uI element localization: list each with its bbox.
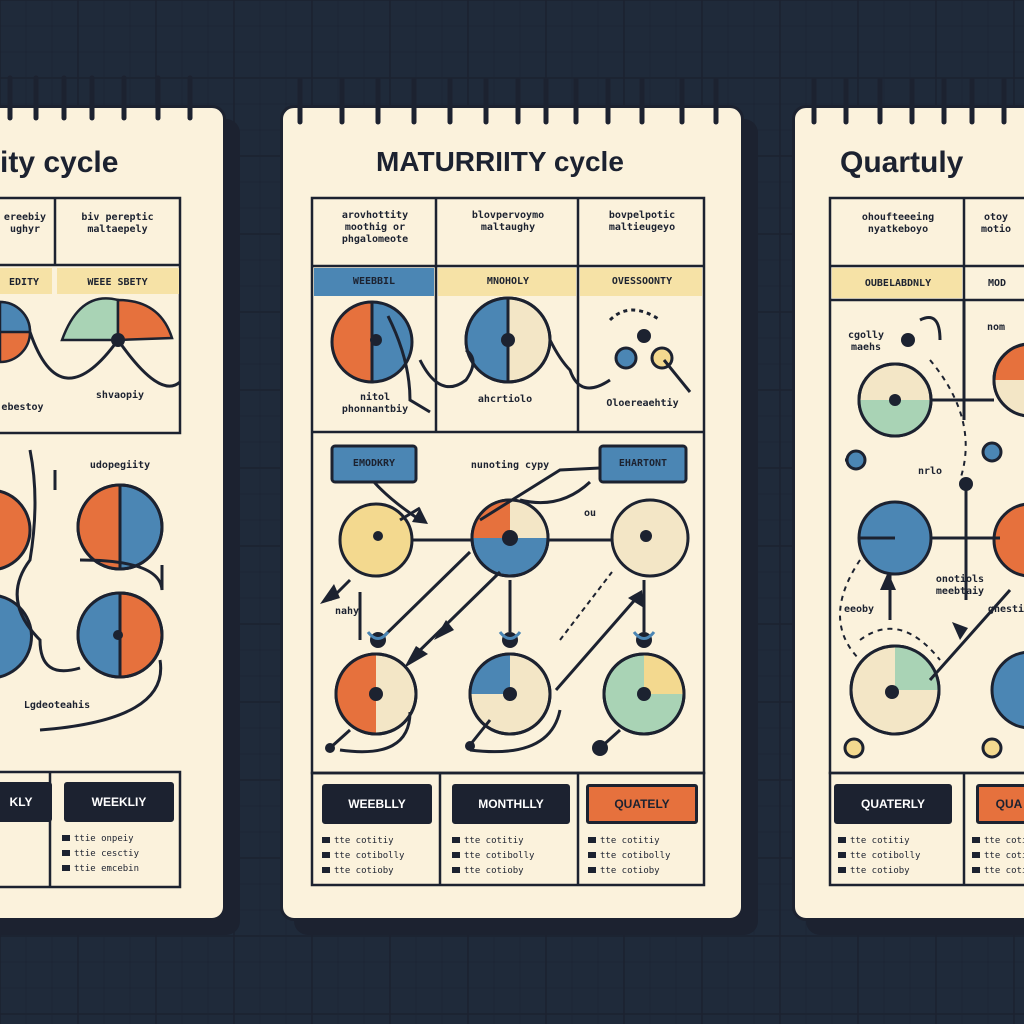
- left-label-left: ebestoy: [1, 402, 44, 413]
- center-tag-over: OVESSOONTY: [611, 276, 673, 287]
- right-tag-col2: MOD: [987, 278, 1007, 289]
- center-row2-tag-left[interactable]: EMODKRY: [352, 458, 396, 469]
- left-tag-col1: EDITY: [8, 277, 40, 288]
- list-item: tte cotibolly: [588, 849, 670, 864]
- center-label-nahy: nahy: [334, 606, 360, 617]
- right-list-col1: tte cotitiy tte cotibolly tte cotioby: [838, 834, 920, 879]
- list-item: tte cotitiy: [838, 834, 920, 849]
- list-item: tte cotitiy: [322, 834, 404, 849]
- left-kly-button[interactable]: KLY: [0, 782, 52, 822]
- list-item: tte cotioby: [588, 864, 670, 879]
- monthly-button[interactable]: MONTHLLY: [452, 784, 570, 824]
- center-label-b: ahcrtiolo: [477, 394, 533, 405]
- center-list-col1: tte cotitiy tte cotibolly tte cotioby: [322, 834, 404, 879]
- center-label-ou: ou: [583, 508, 597, 519]
- left-list: ttie onpeiy ttie cesctiy ttie emcebin: [62, 832, 139, 877]
- weekly-button[interactable]: WEEBLLY: [322, 784, 432, 824]
- right-label-d: onotiols meebtaiy: [935, 574, 985, 597]
- left-label-row2: udopegiity: [89, 460, 151, 471]
- center-list-col3: tte cotitiy tte cotibolly tte cotioby: [588, 834, 670, 879]
- right-header-col2: otoy motio: [980, 212, 1012, 235]
- right-header-col1: ohoufteeeing nyatkeboyo: [861, 212, 935, 235]
- left-tag-col2: WEEE SBETY: [87, 277, 148, 288]
- center-row2-tag-right[interactable]: EHARTONT: [618, 458, 668, 469]
- list-item: ttie onpeiy: [62, 832, 139, 847]
- quarterly-button[interactable]: QUATELY: [586, 784, 698, 824]
- left-label-mid: shvaopiy: [95, 390, 145, 401]
- center-label-a: nitol phonnantbiy: [341, 392, 409, 415]
- right-list-col2: tte cotitiy tte cotibolly tte cotioby: [972, 834, 1024, 879]
- right-label-b: nom: [986, 322, 1006, 333]
- center-tag-weekly: WEEBBIL: [352, 276, 396, 287]
- list-item: tte cotibolly: [972, 849, 1024, 864]
- list-item: ttie emcebin: [62, 862, 139, 877]
- right-quarterly-button[interactable]: QUATERLY: [834, 784, 952, 824]
- list-item: tte cotioby: [452, 864, 534, 879]
- right-label-a: cgolly maehs: [847, 330, 885, 353]
- right-label-c: nrlo: [917, 466, 943, 477]
- center-label-c: Oloereaehtiy: [606, 398, 679, 409]
- list-item: tte cotitiy: [452, 834, 534, 849]
- list-item: ttie cesctiy: [62, 847, 139, 862]
- center-tag-monthly: MNOHOLY: [486, 276, 530, 287]
- right-label-e: eeoby: [843, 604, 875, 615]
- list-item: tte cotibolly: [322, 849, 404, 864]
- list-item: tte cotioby: [838, 864, 920, 879]
- right-tag-col1: OUBELABDNLY: [864, 278, 932, 289]
- center-header-col1: arovhottity moothig or phgalomeote: [341, 210, 409, 245]
- center-list-col2: tte cotitiy tte cotibolly tte cotioby: [452, 834, 534, 879]
- list-item: tte cotioby: [972, 864, 1024, 879]
- list-item: tte cotibolly: [838, 849, 920, 864]
- center-header-col2: blovpervoymo maltaughy: [471, 210, 545, 233]
- left-header-col1: ereebiy ughyr: [3, 212, 47, 235]
- center-header-col3: bovpelpotic maltieugeyo: [608, 210, 676, 233]
- list-item: tte cotioby: [322, 864, 404, 879]
- right-qua-button[interactable]: QUA: [976, 784, 1024, 824]
- center-row2-tag-mid: nunoting cypy: [470, 460, 550, 471]
- list-item: tte cotitiy: [972, 834, 1024, 849]
- left-panel-title: ity cycle: [0, 146, 119, 179]
- list-item: tte cotibolly: [452, 849, 534, 864]
- left-label-bottom: Lgdeoteahis: [23, 700, 91, 711]
- left-header-col2: biv pereptic maltaepely: [81, 212, 154, 235]
- right-panel-title: Quartuly: [840, 146, 964, 179]
- list-item: tte cotitiy: [588, 834, 670, 849]
- right-label-f: ghestiy: [987, 604, 1024, 615]
- center-panel-title: MATURRIITY cycle: [376, 146, 624, 177]
- left-weekly-button[interactable]: WEEKLIY: [64, 782, 174, 822]
